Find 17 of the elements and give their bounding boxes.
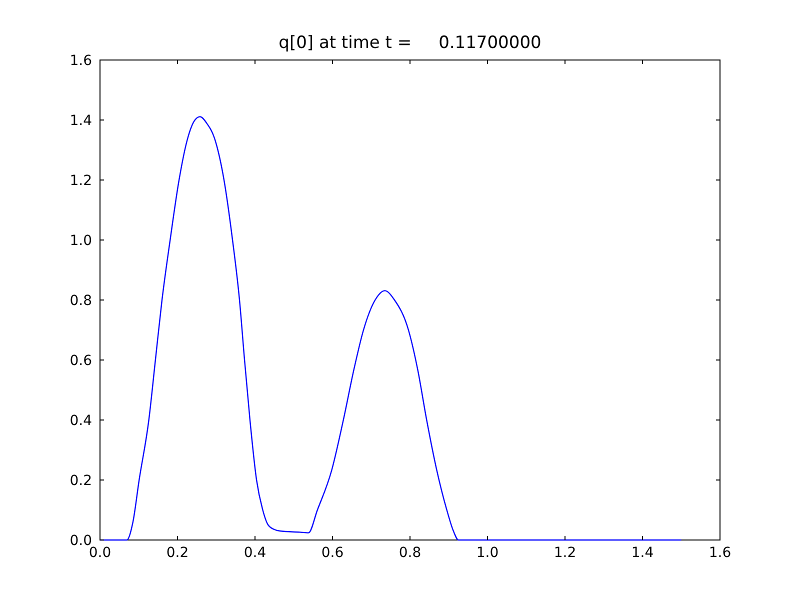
y-tick-label: 0.8: [70, 293, 92, 309]
x-tick-label: 0.2: [166, 545, 189, 561]
y-tick-label: 1.0: [70, 233, 92, 249]
y-tick-label: 0.4: [70, 413, 92, 429]
x-tick-label: 0.4: [244, 545, 266, 561]
x-tick-label: 1.4: [631, 545, 654, 561]
x-tick-label: 1.2: [554, 545, 576, 561]
chart-title: q[0] at time t = 0.11700000: [278, 33, 542, 53]
x-tick-label: 0.8: [398, 545, 422, 561]
y-tick-label: 0.2: [70, 473, 92, 489]
y-tick-label: 1.2: [70, 173, 92, 189]
y-tick-label: 1.6: [70, 53, 92, 69]
y-tick-label: 1.4: [70, 113, 92, 129]
x-tick-label: 0.6: [321, 545, 344, 561]
x-tick-label: 1.0: [476, 545, 499, 561]
y-tick-label: 0.6: [70, 353, 92, 369]
x-tick-label: 1.6: [708, 545, 732, 561]
